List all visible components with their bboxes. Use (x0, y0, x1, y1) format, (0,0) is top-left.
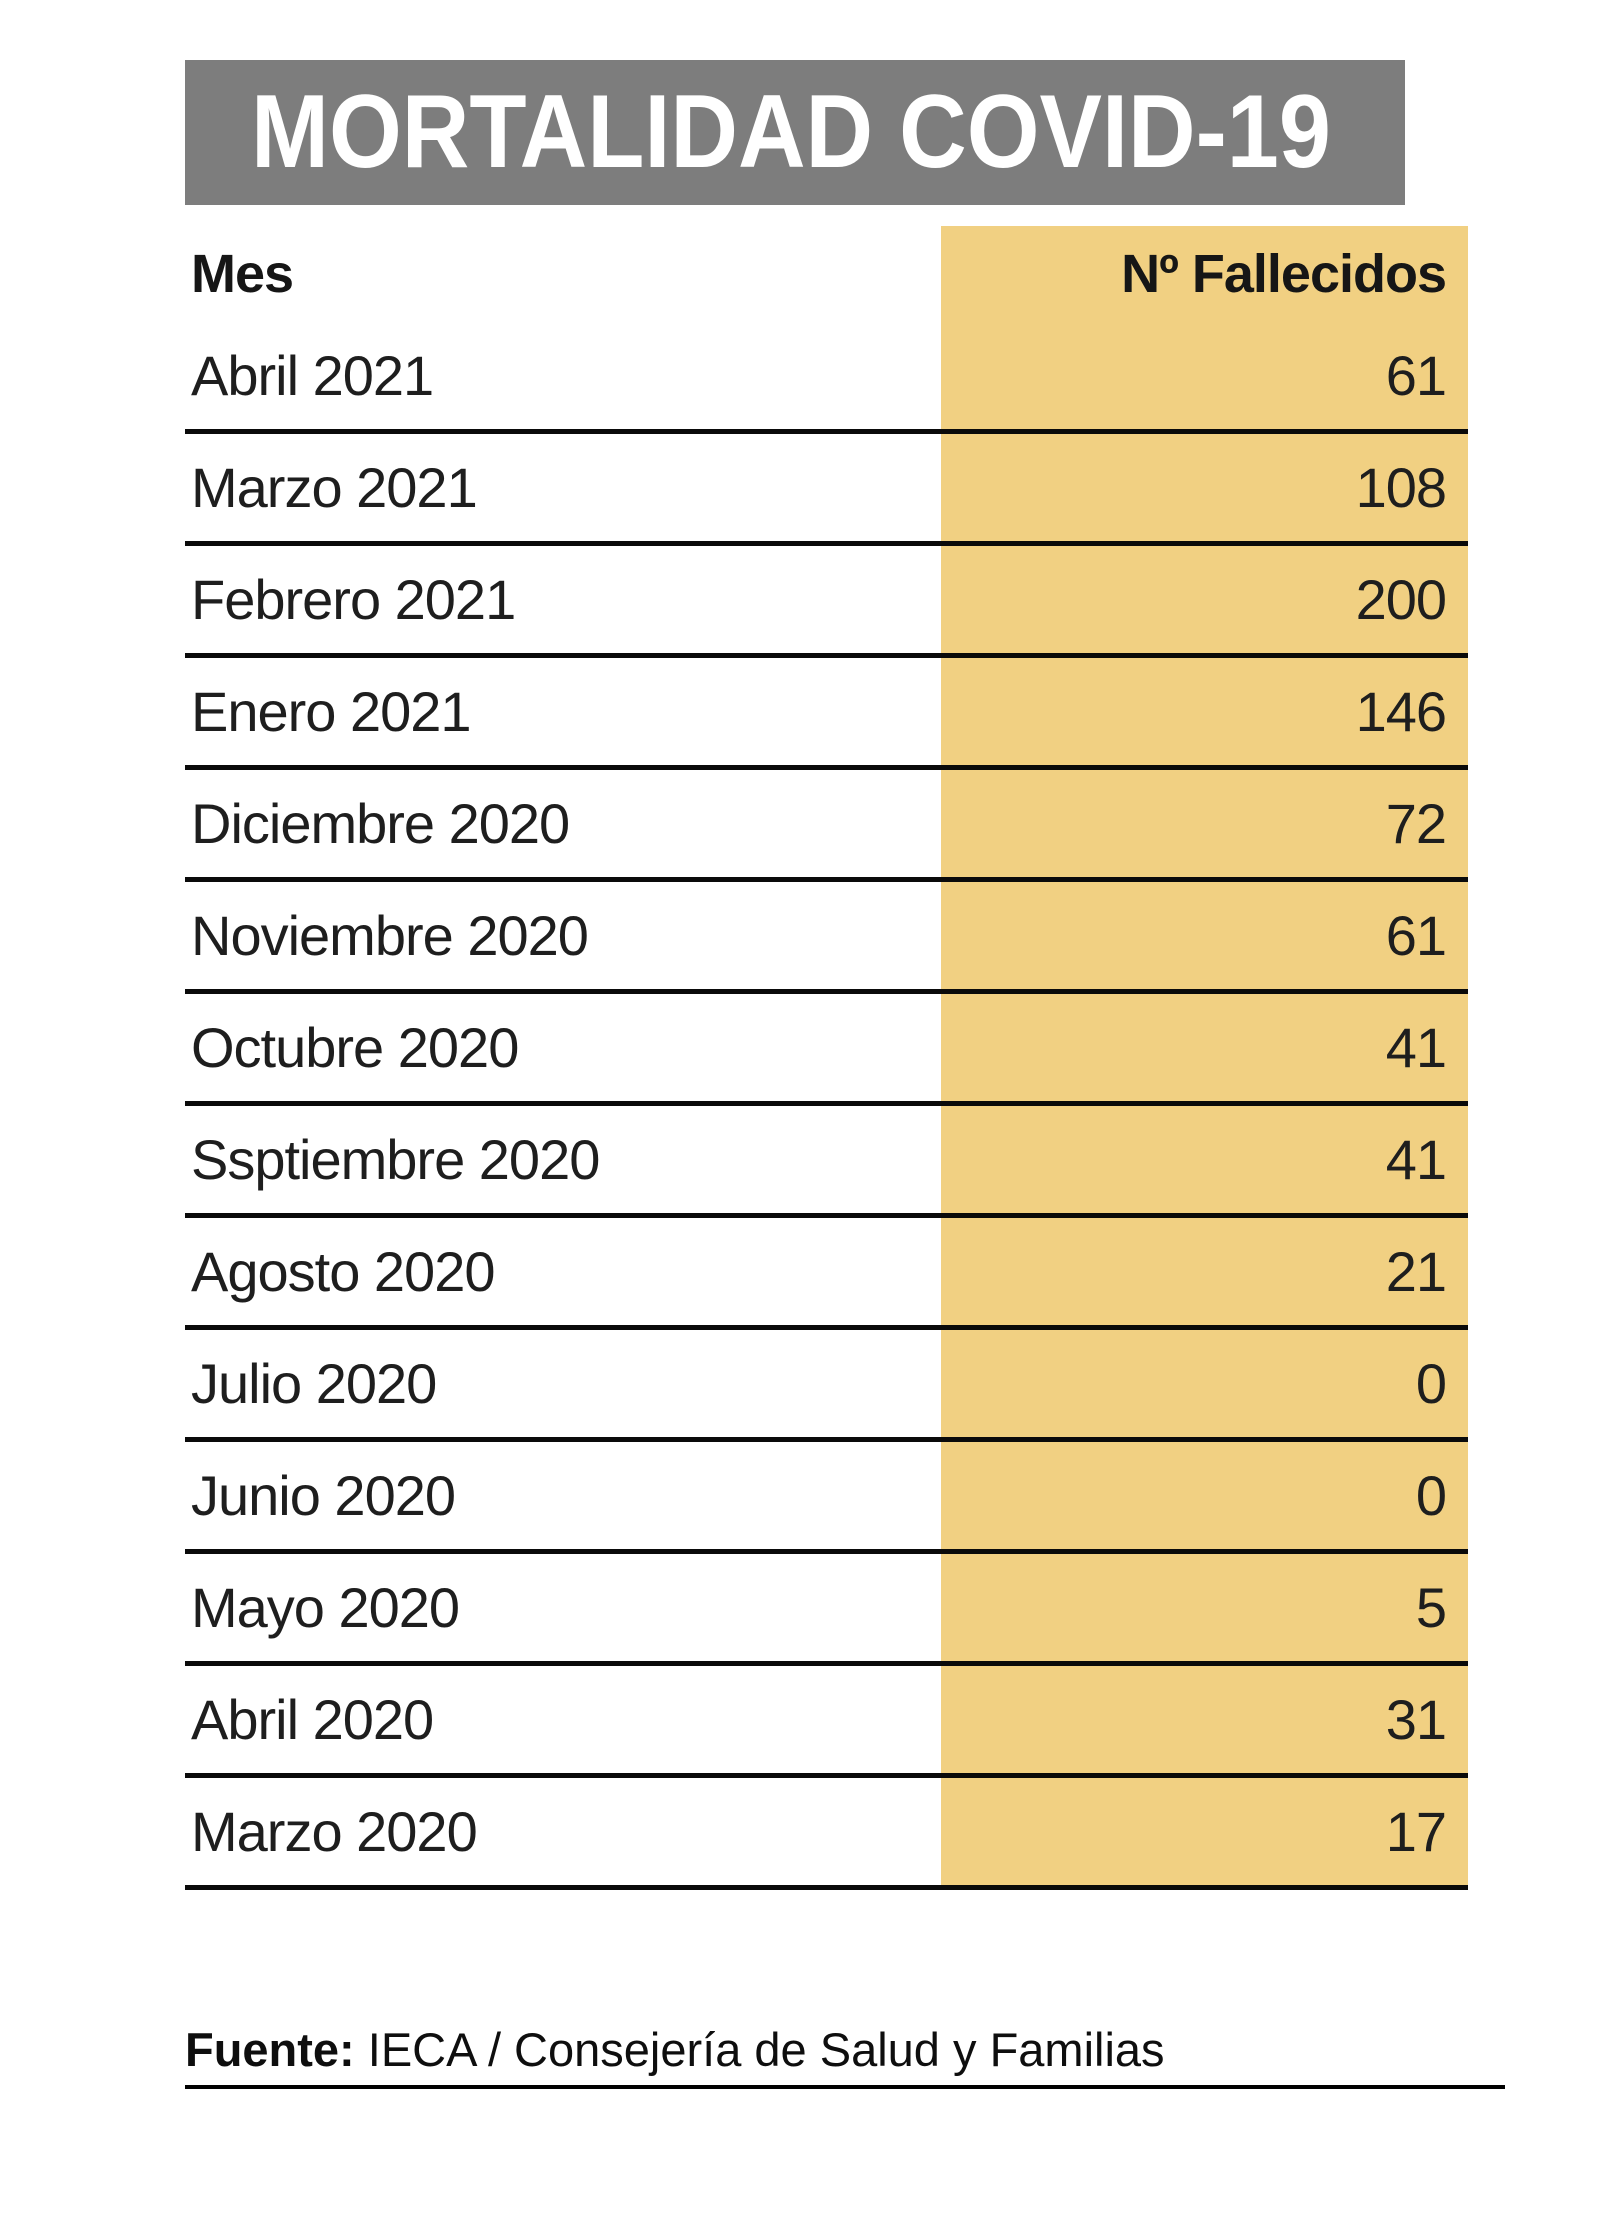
column-header-month: Mes (191, 244, 294, 304)
source-attribution: Fuente: IECA / Consejería de Salud y Fam… (185, 2022, 1505, 2089)
table-row: Octubre 2020 41 (185, 994, 1468, 1106)
source-text: IECA / Consejería de Salud y Familias (354, 2023, 1165, 2076)
month-label: Abril 2021 (191, 344, 434, 407)
table-row: Abril 2021 61 (185, 322, 1468, 434)
table-row: Mayo 2020 5 (185, 1554, 1468, 1666)
month-label: Octubre 2020 (191, 1016, 519, 1079)
deaths-value: 21 (1385, 1240, 1447, 1303)
table-row: Abril 2020 31 (185, 1666, 1468, 1778)
page-title: MORTALIDAD COVID-19 (251, 74, 1331, 190)
deaths-value: 61 (1385, 344, 1447, 407)
deaths-value: 0 (1415, 1464, 1447, 1527)
deaths-value: 108 (1355, 456, 1447, 519)
month-label: Mayo 2020 (191, 1576, 460, 1639)
deaths-value: 0 (1415, 1352, 1447, 1415)
table-row: Agosto 2020 21 (185, 1218, 1468, 1330)
deaths-value: 17 (1385, 1800, 1447, 1863)
month-label: Ssptiembre 2020 (191, 1128, 600, 1191)
deaths-value: 72 (1385, 792, 1447, 855)
table-row: Febrero 2021 200 (185, 546, 1468, 658)
column-header-deaths: Nº Fallecidos (1121, 244, 1447, 304)
table-row: Enero 2021 146 (185, 658, 1468, 770)
table-row: Marzo 2020 17 (185, 1778, 1468, 1890)
table-row: Noviembre 2020 61 (185, 882, 1468, 994)
deaths-value: 31 (1385, 1688, 1447, 1751)
month-label: Diciembre 2020 (191, 792, 570, 855)
title-banner: MORTALIDAD COVID-19 (185, 60, 1405, 205)
table-row: Junio 2020 0 (185, 1442, 1468, 1554)
month-label: Febrero 2021 (191, 568, 516, 631)
deaths-value: 200 (1355, 568, 1447, 631)
deaths-value: 146 (1355, 680, 1447, 743)
table-row: Ssptiembre 2020 41 (185, 1106, 1468, 1218)
table-header-row: Mes Nº Fallecidos (185, 226, 1468, 322)
table-row: Marzo 2021 108 (185, 434, 1468, 546)
table-row: Diciembre 2020 72 (185, 770, 1468, 882)
month-label: Marzo 2020 (191, 1800, 478, 1863)
mortality-table: Mes Nº Fallecidos Abril 2021 61 Marzo 20… (185, 226, 1468, 1890)
month-label: Agosto 2020 (191, 1240, 495, 1303)
deaths-value: 41 (1385, 1128, 1447, 1191)
month-label: Marzo 2021 (191, 456, 478, 519)
month-label: Julio 2020 (191, 1352, 437, 1415)
deaths-value: 5 (1415, 1576, 1447, 1639)
deaths-value: 41 (1385, 1016, 1447, 1079)
month-label: Enero 2021 (191, 680, 472, 743)
month-label: Abril 2020 (191, 1688, 434, 1751)
month-label: Noviembre 2020 (191, 904, 589, 967)
month-label: Junio 2020 (191, 1464, 456, 1527)
deaths-value: 61 (1385, 904, 1447, 967)
source-label: Fuente: (185, 2023, 355, 2076)
table-row: Julio 2020 0 (185, 1330, 1468, 1442)
